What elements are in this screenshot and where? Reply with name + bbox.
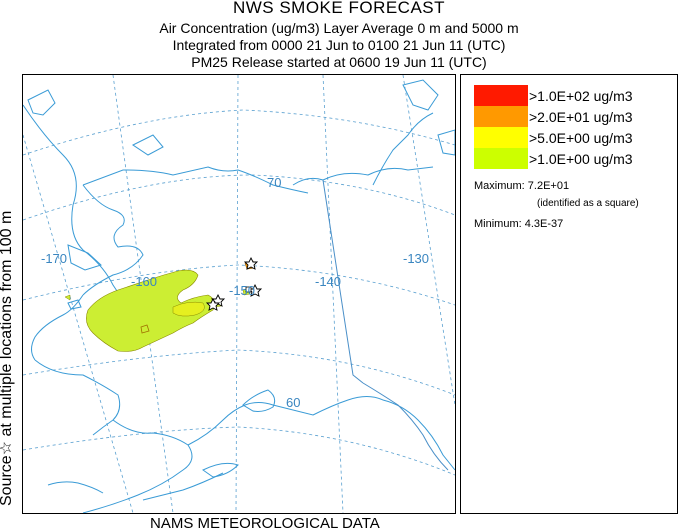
subtitle-release: PM25 Release started at 0600 19 Jun 11 (…: [191, 54, 487, 70]
plume-fragment: [64, 294, 71, 301]
grid-label-lon-170: -170: [41, 251, 67, 266]
maximum-value: Maximum: 7.2E+01: [474, 180, 570, 192]
meridian-140: [322, 75, 344, 513]
st-lawrence-island: [67, 299, 82, 310]
gulf-coast: [187, 396, 455, 471]
grid-label-lon-160: -160: [131, 274, 157, 289]
legend-panel: >1.0E+02 ug/m3 >2.0E+01 ug/m3 >5.0E+00 u…: [460, 74, 678, 514]
source-star-icon: [205, 297, 221, 311]
victoria-island: [437, 129, 455, 156]
bristol-bay: [82, 419, 193, 513]
parallel-55: [23, 426, 455, 476]
meridian-130: [402, 75, 455, 406]
source-label: Source☆ at multiple locations from 100 m: [0, 211, 15, 506]
plume-light: [86, 269, 215, 352]
seward-peninsula: [67, 244, 102, 271]
data-source-footer: NAMS METEOROLOGICAL DATA: [150, 515, 380, 532]
legend-swatch-100: [474, 85, 528, 106]
parallel-60: [23, 349, 455, 396]
grid-label-lon-150: -150: [229, 283, 255, 298]
alaska-peninsula: [142, 472, 224, 501]
panhandle-border: [362, 382, 449, 471]
banks-island: [402, 79, 439, 111]
plume-mid: [172, 301, 205, 317]
meridian-160: [112, 75, 174, 513]
legend-swatch-1: [474, 148, 528, 169]
subtitle-concentration: Air Concentration (ug/m3) Layer Average …: [159, 20, 519, 36]
legend-label-100: >1.0E+02 ug/m3: [529, 88, 633, 104]
parallel-70: [23, 174, 455, 221]
alaska-map: -170 -160 -150 -140 -130 70 60: [23, 75, 455, 513]
chukotka-coast: [23, 104, 124, 301]
grid-label-lat-60: 60: [286, 395, 300, 410]
subtitle-integration: Integrated from 0000 21 Jun to 0100 21 J…: [172, 37, 506, 53]
source-star-icon: [243, 256, 259, 270]
kenai: [242, 389, 276, 412]
legend-swatch-20: [474, 106, 528, 127]
parallel-75: [23, 109, 455, 156]
legend-label-20: >2.0E+01 ug/m3: [529, 109, 633, 125]
yk-delta: [34, 359, 121, 436]
arctic-islands: [372, 112, 434, 186]
smoke-plume: [64, 260, 256, 352]
wrangel-island: [132, 134, 164, 156]
map-panel: -170 -160 -150 -140 -130 70 60: [22, 74, 456, 514]
island-outline: [27, 89, 56, 116]
coastlines: [23, 79, 455, 513]
canada-border: [322, 179, 364, 384]
legend-label-5: >5.0E+00 ug/m3: [529, 130, 633, 146]
norton-sound: [31, 294, 84, 361]
kodiak: [202, 462, 239, 478]
minimum-value: Minimum: 4.3E-37: [474, 218, 564, 230]
maximum-square-marker: [245, 286, 252, 293]
legend-swatch-5: [474, 127, 528, 148]
legend-label-1: >1.0E+00 ug/m3: [529, 151, 633, 167]
maximum-note: (identified as a square): [537, 198, 639, 209]
north-slope-coast: [82, 166, 309, 194]
graticule: [23, 75, 455, 513]
kotzebue-coast: [82, 184, 144, 296]
grid-label-lon-130: -130: [403, 251, 429, 266]
meridian-150: [235, 75, 239, 513]
page-title: NWS SMOKE FORECAST: [232, 0, 446, 17]
parallel-65: [23, 264, 455, 306]
grid-label-lon-140: -140: [315, 274, 341, 289]
plume-spot: [140, 324, 150, 334]
grid-label-lat-70: 70: [267, 175, 281, 190]
beaufort-coast: [292, 166, 434, 186]
aleutians: [47, 481, 104, 494]
source-stars: [205, 256, 263, 311]
